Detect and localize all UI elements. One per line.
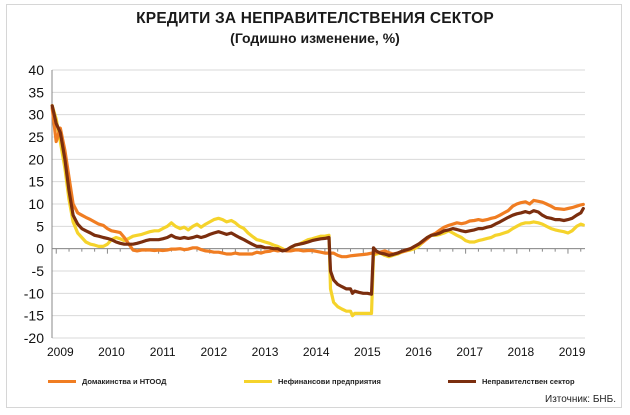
y-tick-label: 30: [28, 107, 44, 123]
chart-subtitle: (Годишно изменение, %): [230, 30, 400, 46]
legend-label-nongov: Неправителствен сектор: [482, 376, 575, 386]
x-tick-label: 2018: [508, 345, 535, 359]
y-tick-label: 40: [28, 62, 44, 78]
y-tick-label: 10: [28, 196, 44, 212]
x-tick-label: 2010: [98, 345, 125, 359]
y-tick-label: -5: [32, 263, 45, 279]
x-tick-label: 2016: [405, 345, 432, 359]
y-tick-label: 25: [28, 129, 44, 145]
y-tick-label: 35: [28, 84, 44, 100]
x-tick-label: 2012: [201, 345, 228, 359]
y-tick-label: -10: [24, 285, 44, 301]
y-tick-label: 0: [36, 241, 44, 257]
x-tick-label: 2013: [252, 345, 279, 359]
legend-swatch-nongov: [448, 379, 476, 383]
y-tick-label: -15: [24, 308, 44, 324]
y-tick-label: 5: [36, 218, 44, 234]
legend-item-households: Домакинства и НТООД: [48, 374, 166, 388]
x-tick-label: 2014: [303, 345, 330, 359]
legend-item-nonfinancial: Нефинансови предприятия: [244, 374, 381, 388]
y-tick-label: 15: [28, 174, 44, 190]
series-line-0: [50, 106, 585, 259]
source-note: Източник: БНБ.: [545, 394, 616, 405]
legend-label-nonfinancial: Нефинансови предприятия: [278, 376, 381, 386]
legend-label-households: Домакинства и НТООД: [82, 376, 167, 386]
x-tick-label: 2009: [47, 345, 74, 359]
x-tick-label: 2015: [354, 345, 381, 359]
series-line-1: [50, 104, 585, 318]
legend-swatch-nonfinancial: [244, 379, 272, 383]
series-line-2: [50, 104, 585, 296]
y-tick-label: -20: [24, 330, 44, 346]
y-tick-label: 20: [28, 151, 44, 167]
x-tick-label: 2019: [559, 345, 586, 359]
chart-title: КРЕДИТИ ЗА НЕПРАВИТЕЛСТВЕНИЯ СЕКТОР: [136, 10, 494, 27]
legend-swatch-households: [48, 379, 76, 383]
x-tick-label: 2017: [456, 345, 483, 359]
legend-item-nongov: Неправителствен сектор: [448, 374, 575, 388]
chart-frame: [6, 4, 622, 408]
x-tick-label: 2011: [150, 345, 176, 359]
